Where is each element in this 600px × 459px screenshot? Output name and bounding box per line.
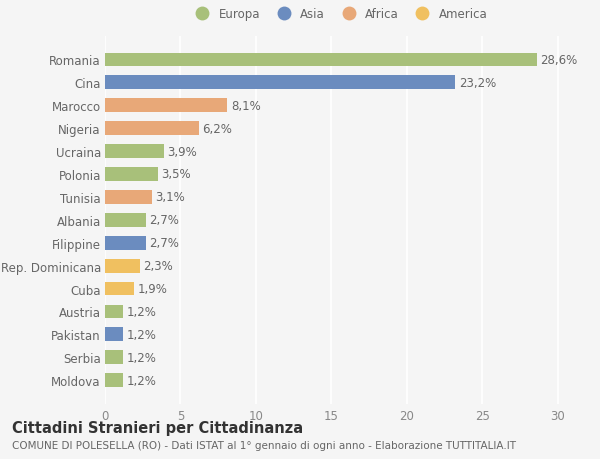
Bar [105, 236, 146, 250]
Text: 2,7%: 2,7% [149, 237, 179, 250]
Bar [105, 374, 123, 387]
Bar [105, 99, 227, 113]
Bar [105, 190, 152, 204]
Text: COMUNE DI POLESELLA (RO) - Dati ISTAT al 1° gennaio di ogni anno - Elaborazione : COMUNE DI POLESELLA (RO) - Dati ISTAT al… [12, 440, 516, 450]
Bar [105, 305, 123, 319]
Text: 3,1%: 3,1% [155, 191, 185, 204]
Bar [105, 53, 537, 67]
Bar [105, 76, 455, 90]
Bar [105, 145, 164, 159]
Text: Cittadini Stranieri per Cittadinanza: Cittadini Stranieri per Cittadinanza [12, 420, 303, 435]
Text: 1,2%: 1,2% [127, 305, 157, 318]
Legend: Europa, Asia, Africa, America: Europa, Asia, Africa, America [188, 6, 490, 23]
Text: 1,2%: 1,2% [127, 328, 157, 341]
Bar [105, 259, 140, 273]
Text: 6,2%: 6,2% [202, 123, 232, 135]
Text: 1,2%: 1,2% [127, 351, 157, 364]
Bar [105, 122, 199, 136]
Bar [105, 282, 134, 296]
Text: 3,5%: 3,5% [161, 168, 191, 181]
Bar [105, 328, 123, 341]
Text: 8,1%: 8,1% [231, 100, 261, 112]
Text: 2,3%: 2,3% [143, 259, 173, 273]
Bar [105, 351, 123, 364]
Text: 2,7%: 2,7% [149, 214, 179, 227]
Text: 28,6%: 28,6% [541, 54, 578, 67]
Text: 23,2%: 23,2% [459, 77, 496, 90]
Bar [105, 213, 146, 227]
Text: 1,9%: 1,9% [137, 282, 167, 296]
Bar [105, 168, 158, 181]
Text: 1,2%: 1,2% [127, 374, 157, 387]
Text: 3,9%: 3,9% [167, 145, 197, 158]
